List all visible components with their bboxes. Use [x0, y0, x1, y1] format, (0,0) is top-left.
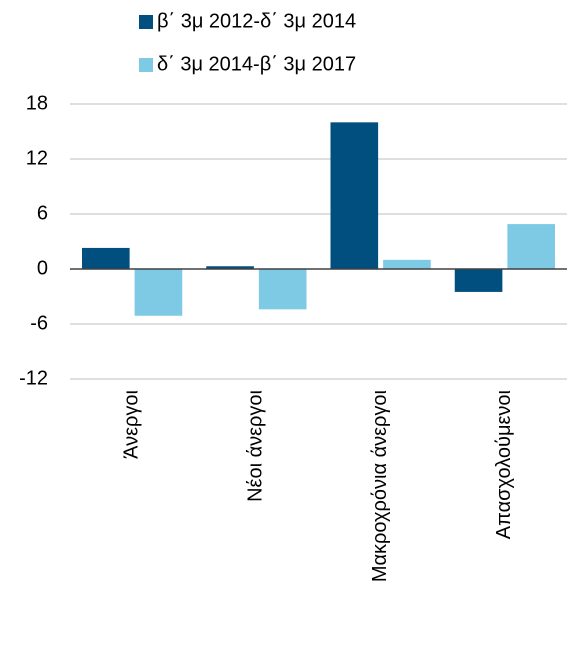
x-tick-label: Άνεργοι	[120, 390, 142, 459]
x-tick-label: Νέοι άνεργοι	[245, 390, 267, 502]
y-tick-label: 0	[37, 257, 48, 279]
bar	[383, 259, 431, 269]
bar	[507, 224, 555, 269]
legend-swatch	[139, 15, 153, 29]
bar	[258, 269, 307, 310]
y-tick-label: -12	[19, 367, 48, 389]
legend-label: β΄ 3μ 2012-δ΄ 3μ 2014	[157, 10, 356, 32]
legend-swatch	[139, 58, 153, 72]
y-tick-label: -6	[30, 312, 48, 334]
y-tick-label: 12	[26, 147, 48, 169]
bar	[134, 269, 183, 316]
legend-label: δ΄ 3μ 2014-β΄ 3μ 2017	[157, 53, 356, 75]
x-tick-label: Απασχολούμενοι	[493, 390, 515, 539]
y-tick-label: 6	[37, 202, 48, 224]
bar	[330, 122, 379, 269]
bar	[206, 266, 254, 269]
y-tick-label: 18	[26, 92, 48, 114]
bar	[82, 247, 130, 269]
x-tick-label: Μακροχρόνια άνεργοι	[369, 390, 391, 582]
bar	[454, 269, 503, 292]
